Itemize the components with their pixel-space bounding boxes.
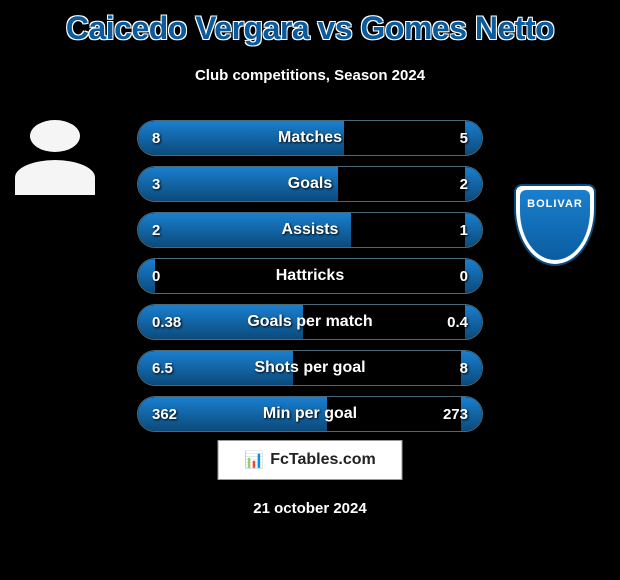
chart-icon: 📊 [244, 450, 264, 470]
stat-row: 0Hattricks0 [137, 258, 483, 294]
stat-label: Assists [138, 213, 482, 247]
stat-label: Goals [138, 167, 482, 201]
page-title: Caicedo Vergara vs Gomes Netto [0, 0, 620, 47]
stat-label: Goals per match [138, 305, 482, 339]
stat-label: Min per goal [138, 397, 482, 431]
stat-label: Matches [138, 121, 482, 155]
stats-table: 8Matches53Goals22Assists10Hattricks00.38… [137, 120, 483, 442]
shield-icon: BOLIVAR [514, 184, 596, 266]
subtitle: Club competitions, Season 2024 [0, 67, 620, 84]
stat-value-right: 0 [460, 259, 468, 293]
player-right-club-badge: BOLIVAR [510, 180, 600, 270]
stat-row: 6.5Shots per goal8 [137, 350, 483, 386]
stat-row: 3Goals2 [137, 166, 483, 202]
stat-value-right: 1 [460, 213, 468, 247]
silhouette-icon [10, 110, 100, 200]
branding-box[interactable]: 📊 FcTables.com [218, 440, 403, 480]
stat-value-right: 2 [460, 167, 468, 201]
stat-row: 2Assists1 [137, 212, 483, 248]
stat-value-right: 0.4 [447, 305, 468, 339]
club-badge-text: BOLIVAR [527, 198, 583, 210]
stat-label: Shots per goal [138, 351, 482, 385]
date-label: 21 october 2024 [0, 500, 620, 517]
stat-value-right: 8 [460, 351, 468, 385]
stat-row: 362Min per goal273 [137, 396, 483, 432]
stat-label: Hattricks [138, 259, 482, 293]
stat-value-right: 5 [460, 121, 468, 155]
stat-value-right: 273 [443, 397, 468, 431]
branding-text: FcTables.com [270, 451, 376, 469]
player-left-avatar [10, 110, 100, 200]
stat-row: 8Matches5 [137, 120, 483, 156]
stat-row: 0.38Goals per match0.4 [137, 304, 483, 340]
